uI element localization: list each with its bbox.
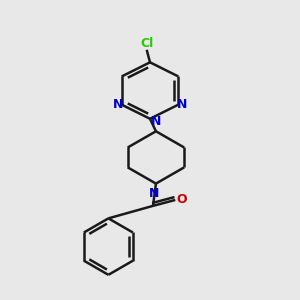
Text: N: N [177, 98, 187, 111]
Text: Cl: Cl [140, 37, 154, 50]
Text: N: N [151, 115, 161, 128]
Text: N: N [113, 98, 123, 111]
Text: O: O [176, 193, 187, 206]
Text: N: N [149, 187, 160, 200]
